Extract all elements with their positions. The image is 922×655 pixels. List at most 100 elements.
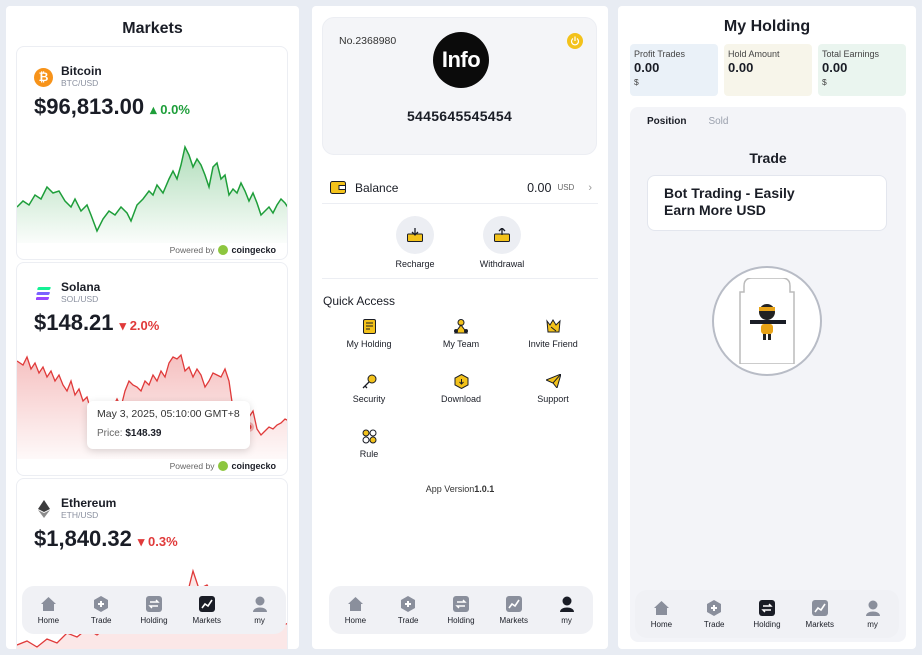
nav-markets[interactable]: Markets: [183, 596, 231, 625]
coin-pair: ETH/USD: [61, 510, 99, 520]
nav-home[interactable]: Home: [331, 596, 379, 625]
nav-trade[interactable]: Trade: [690, 600, 738, 629]
nav-holding[interactable]: Holding: [743, 600, 791, 629]
nav-holding[interactable]: Holding: [130, 596, 178, 625]
nav-home[interactable]: Home: [637, 600, 685, 629]
nav-label: Markets: [192, 615, 221, 625]
key-icon: [361, 373, 377, 389]
send-icon: [545, 373, 561, 389]
download-box-icon: [453, 373, 469, 389]
coin-pair: SOL/USD: [61, 294, 99, 304]
quick-access-rule[interactable]: Rule: [324, 428, 414, 459]
quick-access-label: Security: [352, 394, 386, 404]
coin-card-solana[interactable]: Solana SOL/USD $148.21 ▾ 2.0% May 3, 202…: [16, 262, 288, 476]
user-icon: [864, 600, 881, 617]
nav-trade[interactable]: Trade: [77, 596, 125, 625]
recharge-icon: [396, 216, 434, 254]
nav-my[interactable]: my: [236, 596, 284, 625]
quick-access-label: Invite Friend: [528, 339, 578, 349]
app-version: App Version1.0.1: [312, 484, 608, 494]
bottom-nav: Home Trade Holding Markets my: [22, 586, 286, 634]
nav-my[interactable]: my: [849, 600, 897, 629]
account-card: No.2368980 Info 5445645545454: [322, 17, 597, 155]
coingecko-logo-icon: [218, 245, 229, 255]
nav-home[interactable]: Home: [24, 596, 72, 625]
page-title: Markets: [122, 20, 183, 37]
invite-icon: [545, 318, 561, 334]
power-icon[interactable]: [567, 33, 583, 49]
user-icon: [558, 596, 575, 613]
nav-markets[interactable]: Markets: [490, 596, 538, 625]
coin-name: Solana: [61, 280, 101, 294]
home-icon: [347, 596, 364, 613]
stat-value: 0.00: [822, 60, 848, 75]
holding-icon: [145, 596, 162, 613]
account-id: 5445645545454: [406, 108, 513, 124]
powered-by: Powered by coingecko: [170, 245, 276, 255]
nav-label: Trade: [90, 615, 112, 625]
recharge-button[interactable]: Recharge: [385, 216, 445, 269]
bottom-nav: Home Trade Holding Markets my: [635, 590, 899, 638]
stats-row: Profit Trades 0.00 $ Hold Amount 0.00 To…: [630, 44, 906, 96]
trade-title: Trade: [749, 150, 787, 166]
quick-access-my-holding[interactable]: My Holding: [324, 318, 414, 349]
nav-label: Holding: [140, 615, 168, 625]
withdrawal-icon: [483, 216, 521, 254]
quick-access-label: Support: [537, 394, 569, 404]
coin-pair: BTC/USD: [61, 78, 99, 88]
quick-access-label: My Team: [442, 339, 480, 349]
quick-access-download[interactable]: Download: [416, 373, 506, 404]
nav-holding[interactable]: Holding: [437, 596, 485, 625]
nav-trade[interactable]: Trade: [384, 596, 432, 625]
nav-label: Trade: [703, 619, 725, 629]
coin-change-value: 2.0%: [129, 318, 160, 333]
stat-total-earnings: Total Earnings 0.00 $: [818, 44, 906, 96]
trade-icon: [400, 596, 417, 613]
team-icon: [453, 318, 469, 334]
avatar: Info: [433, 32, 489, 88]
quick-access-invite-friend[interactable]: Invite Friend: [508, 318, 598, 349]
quick-access-label: My Holding: [346, 339, 392, 349]
tooltip-price: Price: $148.39: [97, 428, 240, 439]
banner-line-2: Earn More USD: [664, 202, 766, 218]
bottom-nav: Home Trade Holding Markets my: [329, 586, 593, 634]
tooltip-price-label: Price:: [97, 428, 123, 439]
markets-chart-icon: [811, 600, 828, 617]
stat-currency: $: [822, 77, 827, 87]
quick-access-my-team[interactable]: My Team: [416, 318, 506, 349]
home-icon: [653, 600, 670, 617]
trade-icon: [93, 596, 110, 613]
coin-change: ▾ 0.3%: [138, 534, 178, 550]
balance-label: Balance: [355, 180, 399, 195]
nav-my[interactable]: my: [543, 596, 591, 625]
bot-avatar[interactable]: [712, 266, 822, 376]
nav-label: Home: [344, 615, 367, 625]
profile-screen: No.2368980 Info 5445645545454 Balance 0.…: [312, 6, 608, 649]
quick-access-label: Rule: [359, 449, 379, 459]
coin-change: ▾ 2.0%: [120, 318, 160, 334]
balance-row[interactable]: Balance 0.00 USD ›: [322, 172, 598, 204]
banner-line-1: Bot Trading - Easily: [664, 185, 795, 201]
nav-markets[interactable]: Markets: [796, 600, 844, 629]
coin-change-value: 0.0%: [160, 102, 190, 117]
withdrawal-button[interactable]: Withdrawal: [472, 216, 532, 269]
stat-value: 0.00: [634, 60, 660, 75]
price-chart[interactable]: [17, 135, 288, 243]
quick-access-support[interactable]: Support: [508, 373, 598, 404]
stat-value: 0.00: [728, 60, 754, 75]
coin-name: Bitcoin: [61, 64, 102, 78]
trade-icon: [706, 600, 723, 617]
quick-access-security[interactable]: Security: [324, 373, 414, 404]
powered-by-label: Powered by: [169, 461, 215, 471]
arrow-down-icon: ▾: [119, 318, 127, 333]
tab-position[interactable]: Position: [647, 116, 687, 127]
tab-sold[interactable]: Sold: [708, 116, 729, 127]
nav-label: Holding: [753, 619, 781, 629]
nav-label: Trade: [397, 615, 419, 625]
solana-icon: [34, 283, 53, 303]
coin-price: $148.21: [34, 310, 114, 335]
nav-label: Home: [650, 619, 673, 629]
nav-label: my: [561, 615, 572, 625]
coin-card-bitcoin[interactable]: ₿ Bitcoin BTC/USD $96,813.00 ▴ 0.0% Powe…: [16, 46, 288, 260]
arrow-up-icon: ▴: [150, 102, 157, 117]
